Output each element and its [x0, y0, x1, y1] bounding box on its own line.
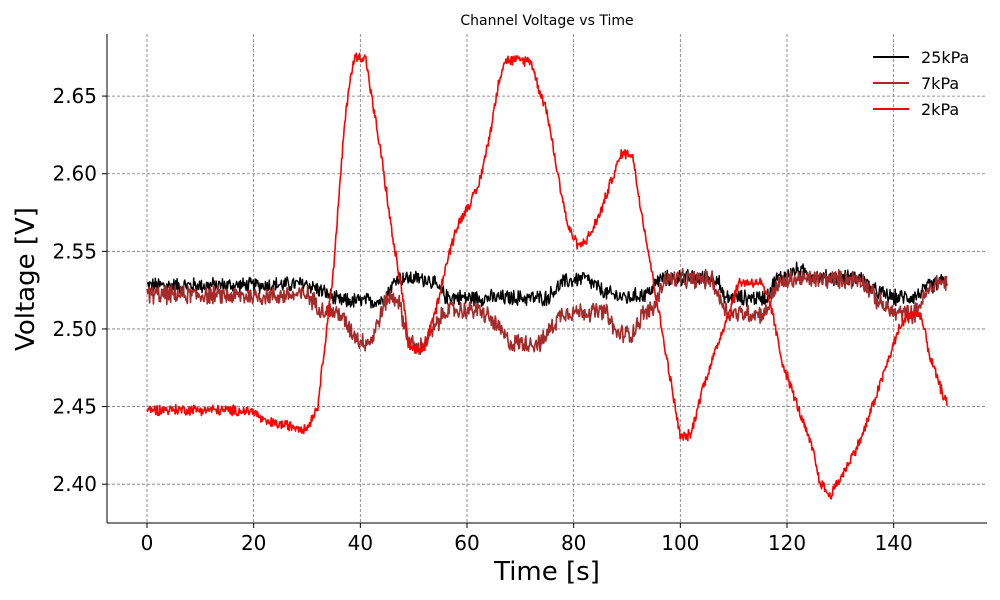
y-tick-label: 2.60	[52, 162, 97, 186]
x-tick-label: 0	[141, 531, 154, 555]
x-tick-label: 20	[241, 531, 266, 555]
x-axis-label: Time [s]	[493, 557, 600, 587]
y-axis-label: Voltage [V]	[11, 207, 41, 351]
y-tick-label: 2.55	[52, 239, 97, 263]
legend: 25kPa 7kPa 2kPa	[873, 48, 969, 119]
y-tick-label: 2.40	[52, 472, 97, 496]
legend-label-2kpa: 2kPa	[921, 100, 959, 119]
y-tick-label: 2.50	[52, 317, 97, 341]
x-tick-label: 100	[661, 531, 699, 555]
y-tick-label: 2.45	[52, 395, 97, 419]
legend-label-7kpa: 7kPa	[921, 74, 959, 93]
x-tick-label: 80	[561, 531, 586, 555]
x-tick-label: 60	[454, 531, 479, 555]
x-tick-label: 40	[348, 531, 373, 555]
y-tick-label: 2.65	[52, 84, 97, 108]
chart-title: Channel Voltage vs Time	[460, 13, 633, 29]
series-layer	[146, 52, 948, 500]
x-tick-label: 120	[768, 531, 806, 555]
tick-layer: 0 20 40 60 80 100 120 140 2.40 2.45 2.50 2.55 2.60 2.…	[52, 84, 912, 555]
series-line-2kpa	[146, 52, 948, 500]
series-line-7kpa	[146, 268, 948, 355]
legend-label-25kpa: 25kPa	[921, 48, 969, 67]
x-tick-label: 140	[875, 531, 913, 555]
